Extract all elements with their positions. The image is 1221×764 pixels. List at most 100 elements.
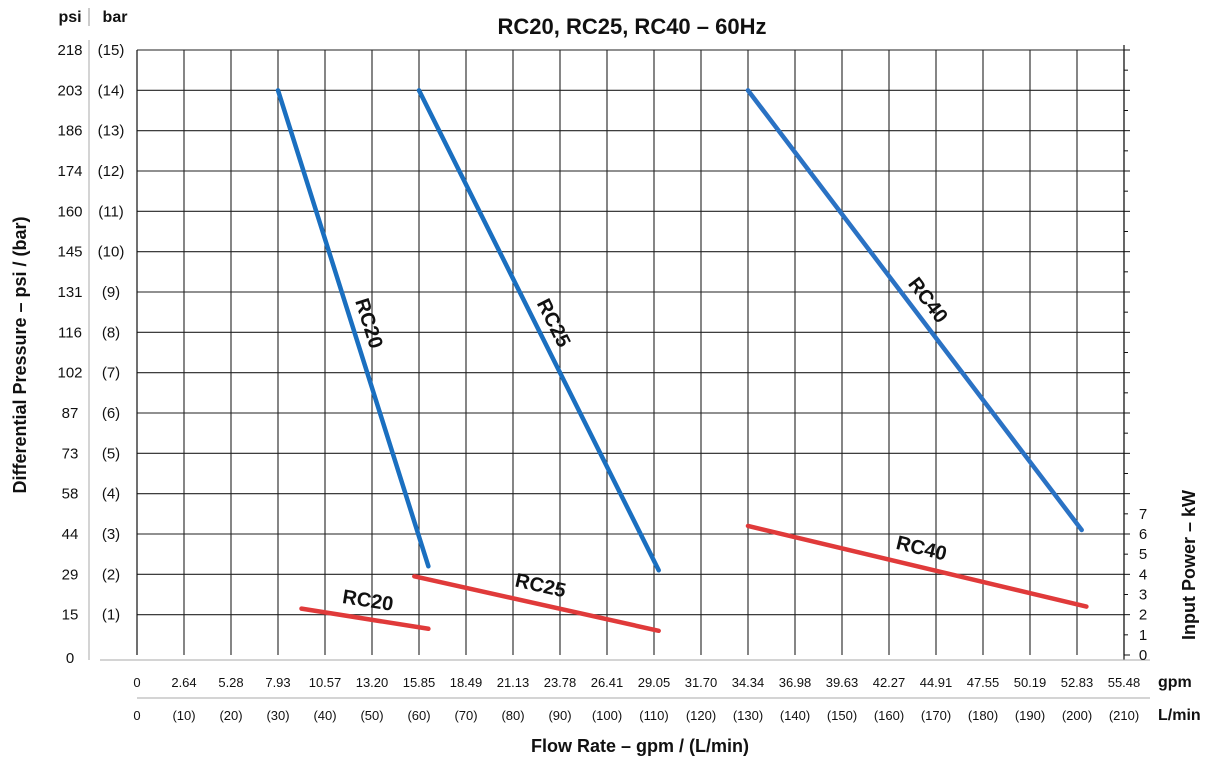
x-tick-label-gpm: 5.28 (218, 675, 243, 690)
x-tick-label-lmin: (180) (968, 708, 998, 723)
x-tick-label-gpm: 36.98 (779, 675, 812, 690)
y-tick-label-psi: 87 (62, 405, 79, 422)
axes (88, 40, 1150, 699)
y-tick-label-bar: (15) (98, 42, 125, 59)
x-tick-label-lmin: (210) (1109, 708, 1139, 723)
y2-tick-label: 3 (1139, 587, 1147, 604)
y-tick-label-bar: (4) (102, 486, 120, 503)
grid (137, 49, 1125, 655)
x-tick-label-gpm: 18.49 (450, 675, 483, 690)
y2-tick-label: 5 (1139, 546, 1147, 563)
x-tick-label-lmin: (150) (827, 708, 857, 723)
x-tick-label-lmin: (160) (874, 708, 904, 723)
x-tick-label-gpm: 26.41 (591, 675, 624, 690)
y-tick-label-psi: 44 (62, 526, 79, 543)
y-tick-label-bar: (11) (98, 203, 124, 220)
y2-axis-label: Input Power – kW (1179, 490, 1199, 640)
y-tick-label-bar: (5) (102, 445, 120, 462)
y-unit-bar: bar (103, 9, 128, 26)
y-unit-psi: psi (58, 9, 81, 26)
y-tick-label-psi: 131 (57, 284, 82, 301)
x-tick-label-lmin: (140) (780, 708, 810, 723)
x-tick-label-gpm: 13.20 (356, 675, 389, 690)
x-tick-label-lmin: (130) (733, 708, 763, 723)
y-tick-label-psi: 116 (58, 324, 82, 341)
x-tick-label-lmin: (120) (686, 708, 716, 723)
y-tick-label-bar: (14) (98, 82, 125, 99)
x-tick-label-lmin: (20) (219, 708, 242, 723)
y-tick-label-bar: (13) (98, 123, 125, 140)
y-tick-label-psi: 218 (57, 42, 82, 59)
pressure-line-rc25 (416, 88, 661, 573)
y-tick-label-bar: (3) (102, 526, 120, 543)
y-tick-label-psi: 0 (66, 650, 74, 667)
y2-tick-label: 0 (1139, 647, 1147, 664)
x-unit-gpm: gpm (1158, 674, 1192, 691)
y-tick-label-psi: 145 (57, 244, 82, 261)
y-tick-label-psi: 174 (57, 163, 82, 180)
pressure-label-rc40: RC40 (903, 273, 951, 327)
x-tick-label-gpm: 42.27 (873, 675, 906, 690)
x-tick-label-lmin: (90) (548, 708, 571, 723)
x-tick-label-lmin: (190) (1015, 708, 1045, 723)
x-tick-label-lmin: (10) (172, 708, 195, 723)
x-tick-label-gpm: 55.48 (1108, 675, 1141, 690)
power-line-rc40 (745, 523, 1089, 609)
y-tick-label-bar: (2) (102, 566, 120, 583)
y-tick-label-psi: 15 (62, 607, 79, 624)
power-line-rc20 (299, 606, 431, 632)
y-tick-label-bar: (10) (98, 244, 125, 261)
tick-labels: 015 (1)29 (2)44 (3)58 (4)73 (5)87 (6)102 (7)116… (57, 42, 1147, 723)
x-tick-label-lmin: (100) (592, 708, 622, 723)
y-tick-label-bar: (6) (102, 405, 120, 422)
x-tick-label-gpm: 10.57 (309, 675, 342, 690)
y2-tick-label: 2 (1139, 607, 1147, 624)
power-line-rc25 (412, 574, 661, 634)
y-axis-label: Differential Pressure – psi / (bar) (10, 216, 30, 493)
x-tick-label-lmin: (80) (501, 708, 524, 723)
x-tick-label-lmin: (40) (313, 708, 336, 723)
x-tick-label-lmin: (200) (1062, 708, 1092, 723)
x-tick-label-gpm: 2.64 (171, 675, 196, 690)
x-tick-label-lmin: 0 (133, 708, 140, 723)
x-tick-label-gpm: 23.78 (544, 675, 577, 690)
pressure-line-rc20 (275, 88, 431, 569)
x-tick-label-gpm: 34.34 (732, 675, 765, 690)
x-tick-label-lmin: (110) (639, 708, 668, 723)
y2-tick-label: 4 (1139, 566, 1147, 583)
y-tick-label-psi: 29 (62, 566, 79, 583)
pressure-label-rc25: RC25 (532, 295, 575, 351)
x-tick-label-lmin: (170) (921, 708, 951, 723)
y-tick-label-bar: (12) (98, 163, 125, 180)
power-label-rc20: RC20 (341, 586, 395, 616)
y-tick-label-psi: 160 (57, 203, 82, 220)
x-tick-label-gpm: 31.70 (685, 675, 718, 690)
y-tick-label-bar: (7) (102, 365, 120, 382)
x-unit-lmin: L/min (1158, 707, 1201, 724)
y2-tick-label: 1 (1139, 627, 1147, 644)
x-tick-label-gpm: 7.93 (265, 675, 290, 690)
y-tick-label-bar: (1) (102, 607, 120, 624)
y-tick-label-psi: 186 (57, 123, 82, 140)
pressure-line-rc40 (745, 88, 1084, 533)
y-tick-label-bar: (9) (102, 284, 120, 301)
x-tick-label-gpm: 0 (133, 675, 140, 690)
y-tick-label-psi: 73 (62, 445, 79, 462)
x-tick-label-gpm: 39.63 (826, 675, 859, 690)
x-tick-label-gpm: 52.83 (1061, 675, 1094, 690)
chart-title: RC20, RC25, RC40 – 60Hz (497, 14, 766, 39)
x-tick-label-lmin: (60) (407, 708, 430, 723)
y-tick-label-psi: 102 (57, 365, 82, 382)
x-tick-label-lmin: (70) (454, 708, 477, 723)
x-axis-label: Flow Rate – gpm / (L/min) (531, 736, 749, 756)
x-tick-label-gpm: 44.91 (920, 675, 953, 690)
y2-tick-label: 6 (1139, 526, 1147, 543)
y-tick-label-psi: 58 (62, 486, 79, 503)
x-tick-label-gpm: 29.05 (638, 675, 671, 690)
x-tick-label-gpm: 15.85 (403, 675, 436, 690)
x-tick-label-gpm: 47.55 (967, 675, 1000, 690)
x-tick-label-lmin: (30) (266, 708, 289, 723)
y2-tick-label: 7 (1139, 506, 1147, 523)
y-tick-label-psi: 203 (57, 82, 82, 99)
